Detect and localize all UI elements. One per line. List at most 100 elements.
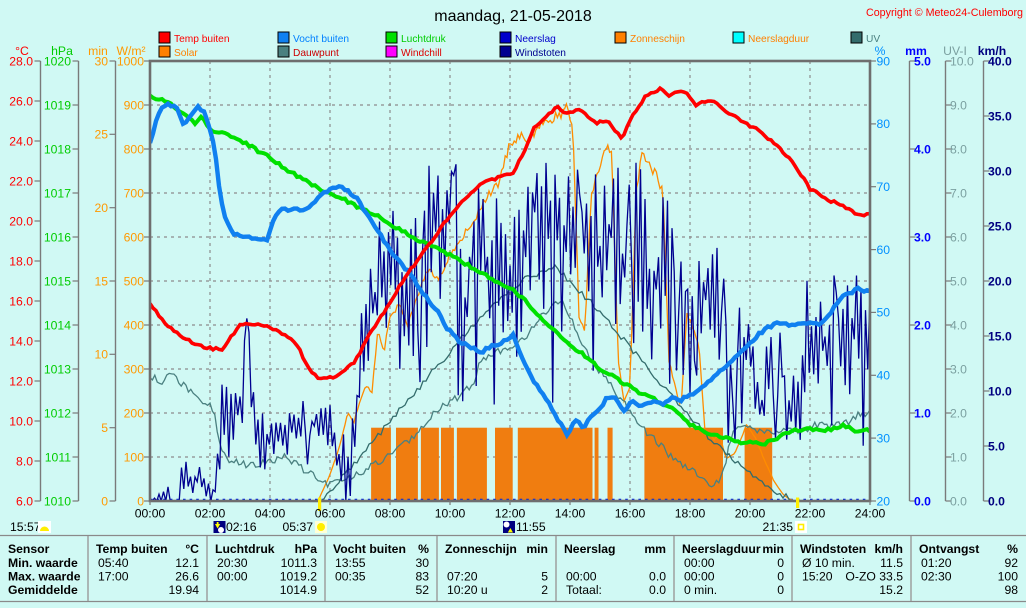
svg-text:0.0: 0.0 (649, 583, 666, 597)
svg-text:0: 0 (137, 494, 144, 508)
svg-text:Windstoten: Windstoten (800, 542, 866, 556)
svg-text:Ø 10 min.: Ø 10 min. (802, 556, 855, 570)
svg-text:300: 300 (124, 362, 145, 376)
svg-text:18.0: 18.0 (9, 254, 33, 268)
svg-text:52: 52 (415, 583, 429, 597)
svg-text:12.0: 12.0 (9, 374, 33, 388)
svg-text:10.0: 10.0 (950, 54, 974, 68)
svg-text:400: 400 (124, 318, 145, 332)
svg-text:UV: UV (866, 34, 880, 45)
svg-text:14.0: 14.0 (9, 334, 33, 348)
svg-text:1016: 1016 (44, 230, 71, 244)
svg-text:hPa: hPa (295, 542, 318, 556)
svg-text:100: 100 (124, 450, 145, 464)
svg-text:24:00: 24:00 (855, 507, 886, 521)
svg-text:1018: 1018 (44, 142, 71, 156)
svg-text:%: % (418, 542, 429, 556)
svg-text:12.1: 12.1 (175, 556, 199, 570)
svg-text:04:00: 04:00 (255, 507, 286, 521)
svg-text:17:00: 17:00 (98, 570, 129, 584)
svg-text:1013: 1013 (44, 362, 71, 376)
svg-text:15.2: 15.2 (879, 583, 903, 597)
svg-text:min: min (526, 542, 548, 556)
svg-text:00:35: 00:35 (335, 570, 366, 584)
svg-text:30.0: 30.0 (988, 164, 1012, 178)
svg-text:min: min (88, 44, 108, 58)
svg-text:60: 60 (877, 243, 891, 257)
svg-text:O-ZO 33.5: O-ZO 33.5 (845, 570, 903, 584)
svg-text:10.0: 10.0 (988, 384, 1012, 398)
svg-text:28.0: 28.0 (9, 54, 33, 68)
svg-text:83: 83 (415, 570, 429, 584)
svg-text:1015: 1015 (44, 274, 71, 288)
svg-text:5: 5 (101, 421, 108, 435)
svg-text:Zonneschijn: Zonneschijn (630, 34, 685, 45)
svg-text:30: 30 (415, 556, 429, 570)
svg-text:06:00: 06:00 (315, 507, 346, 521)
svg-text:8.0: 8.0 (16, 454, 33, 468)
svg-text:11.5: 11.5 (880, 556, 903, 570)
svg-text:24.0: 24.0 (9, 134, 33, 148)
svg-text:1011.3: 1011.3 (281, 556, 318, 570)
svg-text:8.0: 8.0 (950, 142, 967, 156)
svg-text:km/h: km/h (875, 542, 903, 556)
svg-text:0.0: 0.0 (914, 494, 931, 508)
svg-text:50: 50 (877, 306, 891, 320)
svg-text:Sensor: Sensor (8, 542, 50, 556)
svg-text:%: % (875, 44, 886, 58)
svg-text:Windchill: Windchill (401, 48, 442, 59)
svg-text:1019.2: 1019.2 (280, 570, 317, 584)
svg-text:18:00: 18:00 (675, 507, 706, 521)
svg-text:Windstoten: Windstoten (515, 48, 566, 59)
svg-text:°C: °C (15, 44, 29, 58)
svg-text:0.0: 0.0 (950, 494, 967, 508)
svg-text:2.0: 2.0 (950, 406, 967, 420)
svg-text:Gemiddelde: Gemiddelde (8, 583, 78, 597)
svg-text:Ontvangst: Ontvangst (919, 542, 979, 556)
svg-text:Dauwpunt: Dauwpunt (293, 48, 339, 59)
svg-text:0 min.: 0 min. (684, 583, 717, 597)
svg-text:1.0: 1.0 (914, 406, 931, 420)
svg-text:00:00: 00:00 (684, 556, 715, 570)
svg-text:hPa: hPa (51, 44, 73, 58)
svg-text:2: 2 (541, 583, 548, 597)
svg-text:05:37: 05:37 (283, 520, 314, 534)
svg-text:25.0: 25.0 (988, 219, 1012, 233)
svg-text:10:00: 10:00 (435, 507, 466, 521)
svg-text:min: min (762, 542, 784, 556)
svg-text:20:30: 20:30 (217, 556, 248, 570)
svg-text:Luchtdruk: Luchtdruk (401, 34, 447, 45)
svg-text:1.0: 1.0 (950, 450, 967, 464)
svg-text:mm: mm (644, 542, 666, 556)
svg-text:98: 98 (1004, 583, 1018, 597)
svg-text:19.94: 19.94 (169, 583, 200, 597)
svg-text:20.0: 20.0 (988, 274, 1012, 288)
svg-text:3.0: 3.0 (914, 230, 931, 244)
svg-text:700: 700 (124, 186, 145, 200)
svg-text:16:00: 16:00 (615, 507, 646, 521)
svg-text:90: 90 (877, 54, 891, 68)
svg-text:15: 15 (94, 274, 108, 288)
svg-text:40.0: 40.0 (988, 54, 1012, 68)
svg-text:200: 200 (124, 406, 145, 420)
svg-text:70: 70 (877, 180, 891, 194)
svg-text:01:20: 01:20 (921, 556, 952, 570)
svg-text:1010: 1010 (44, 494, 71, 508)
svg-text:1011: 1011 (45, 450, 71, 464)
svg-text:1017: 1017 (44, 186, 71, 200)
svg-text:UV-I: UV-I (943, 44, 967, 58)
svg-text:25: 25 (94, 128, 108, 142)
svg-text:1012: 1012 (44, 406, 71, 420)
svg-text:2.0: 2.0 (914, 318, 931, 332)
svg-text:26.6: 26.6 (175, 570, 199, 584)
svg-text:1000: 1000 (117, 54, 144, 68)
svg-text:80: 80 (877, 117, 891, 131)
svg-text:11:55: 11:55 (516, 520, 546, 534)
svg-text:12:00: 12:00 (495, 507, 526, 521)
svg-text:22.0: 22.0 (9, 174, 33, 188)
svg-text:4.0: 4.0 (914, 142, 931, 156)
svg-text:20.0: 20.0 (9, 214, 33, 228)
svg-text:21:35: 21:35 (763, 520, 794, 534)
svg-text:00:00: 00:00 (566, 570, 597, 584)
svg-text:1019: 1019 (44, 98, 71, 112)
